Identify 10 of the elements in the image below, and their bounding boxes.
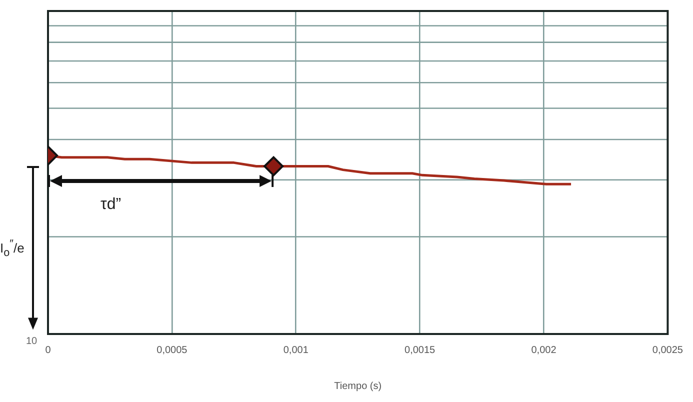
text: I$_{o}$$^{″}$/e — [0, 238, 24, 260]
text: 10 — [26, 336, 38, 347]
x-tick-label: 0,001 — [283, 344, 309, 356]
x-tick-label: 0,0005 — [156, 344, 188, 356]
annotation: τd” — [100, 196, 122, 214]
x-tick-label: 0,0015 — [404, 344, 436, 356]
x-tick-label: 0 — [45, 344, 52, 356]
x-tick-label: 0,002 — [531, 344, 557, 356]
x-axis-title: Tiempo (s) — [334, 380, 382, 392]
x-tick-label: 0,0025 — [652, 344, 684, 356]
